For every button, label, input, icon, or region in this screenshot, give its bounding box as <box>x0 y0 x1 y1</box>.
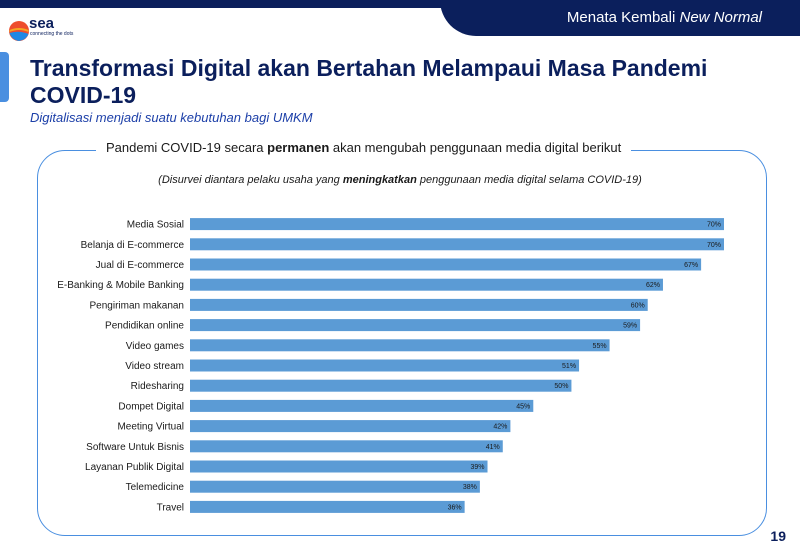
sea-logo <box>8 14 88 50</box>
bar <box>190 258 702 271</box>
bar <box>190 319 641 332</box>
category-label: Video games <box>126 341 184 352</box>
logo-tagline: connecting the dots <box>30 31 74 37</box>
bar <box>190 440 503 453</box>
value-label: 41% <box>486 444 500 451</box>
value-label: 67% <box>684 262 698 269</box>
value-label: 51% <box>562 363 576 370</box>
category-label: Jual di E-commerce <box>96 260 185 271</box>
value-label: 50% <box>554 383 568 390</box>
value-label: 38% <box>463 484 477 491</box>
bar <box>190 359 580 372</box>
category-label: Software Untuk Bisnis <box>86 442 184 453</box>
value-label: 39% <box>470 464 484 471</box>
bar <box>190 379 572 392</box>
top-band <box>0 0 800 8</box>
value-label: 45% <box>516 403 530 410</box>
value-label: 59% <box>623 323 637 330</box>
value-label: 70% <box>707 222 721 229</box>
header-tab: Menata Kembali New Normal <box>440 0 800 36</box>
category-label: Pengiriman makanan <box>90 300 185 311</box>
category-label: Belanja di E-commerce <box>81 240 185 251</box>
category-label: Layanan Publik Digital <box>85 462 184 473</box>
panel-note: (Disurvei diantara pelaku usaha yang men… <box>158 174 642 186</box>
panel-heading: Pandemi COVID-19 secara permanen akan me… <box>96 140 632 155</box>
bar <box>190 500 465 513</box>
side-accent-bar <box>0 52 9 102</box>
value-label: 42% <box>493 424 507 431</box>
page-number: 19 <box>770 528 786 544</box>
bar <box>190 460 488 473</box>
bar <box>190 278 663 291</box>
category-label: Telemedicine <box>126 482 185 493</box>
value-label: 55% <box>593 343 607 350</box>
sea-logo-icon <box>9 21 29 41</box>
category-label: E-Banking & Mobile Banking <box>57 280 184 291</box>
bar <box>190 339 610 352</box>
logo-wordmark: sea <box>29 15 55 32</box>
page-subtitle: Digitalisasi menjadi suatu kebutuhan bag… <box>30 110 313 125</box>
category-label: Travel <box>157 502 184 513</box>
bar <box>190 298 648 311</box>
page-title: Transformasi Digital akan Bertahan Melam… <box>30 55 708 108</box>
header-tab-text: Menata Kembali New Normal <box>566 9 762 26</box>
value-label: 36% <box>448 504 462 511</box>
bar <box>190 238 724 251</box>
category-label: Ridesharing <box>131 381 184 392</box>
category-label: Media Sosial <box>127 220 184 231</box>
bar <box>190 420 511 433</box>
bar <box>190 218 724 231</box>
category-label: Pendidikan online <box>105 321 184 332</box>
bar <box>190 399 534 412</box>
category-label: Video stream <box>125 361 184 372</box>
value-label: 62% <box>646 282 660 289</box>
category-label: Meeting Virtual <box>117 422 184 433</box>
bar <box>190 480 480 493</box>
category-label: Dompet Digital <box>118 401 184 412</box>
value-label: 60% <box>631 302 645 309</box>
value-label: 70% <box>707 242 721 249</box>
